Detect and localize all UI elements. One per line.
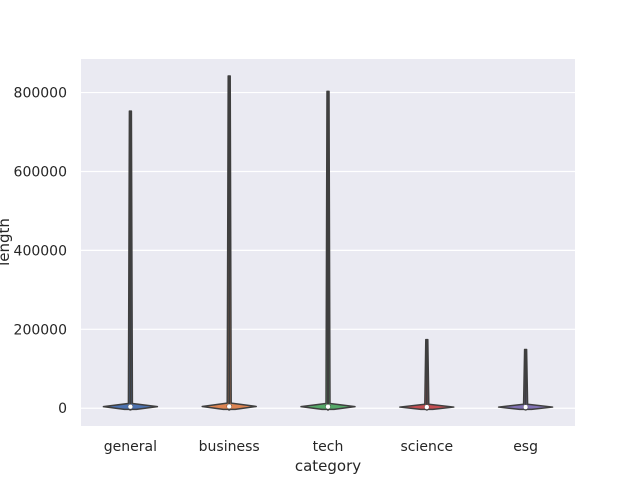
violin-median-point <box>227 404 232 409</box>
violin-median-point <box>424 404 429 410</box>
x-axis-label: category <box>295 457 361 475</box>
x-tick-label: esg <box>513 439 538 455</box>
violin-median-point <box>523 404 528 410</box>
y-tick-label: 800000 <box>14 86 67 102</box>
x-tick-labels: general business tech science esg <box>104 439 538 455</box>
violin-general <box>102 110 159 411</box>
y-tick-label: 600000 <box>14 164 67 180</box>
violins <box>102 75 554 411</box>
violin-median-point <box>325 404 331 409</box>
y-tick-label: 400000 <box>14 243 67 259</box>
y-axis-label: length <box>0 218 13 266</box>
x-tick-label: business <box>199 439 260 455</box>
y-tick-label: 200000 <box>14 322 67 338</box>
y-tick-label: 0 <box>58 401 67 417</box>
violin-esg <box>497 348 554 411</box>
violin-science <box>399 338 455 411</box>
violin-median-point <box>128 404 133 409</box>
y-tick-labels: 0 200000 400000 600000 800000 <box>14 86 67 418</box>
violin-business <box>201 75 257 411</box>
violin-tech <box>300 90 356 411</box>
x-tick-label: science <box>400 439 453 455</box>
x-tick-label: general <box>104 439 157 455</box>
x-tick-label: tech <box>313 439 344 455</box>
